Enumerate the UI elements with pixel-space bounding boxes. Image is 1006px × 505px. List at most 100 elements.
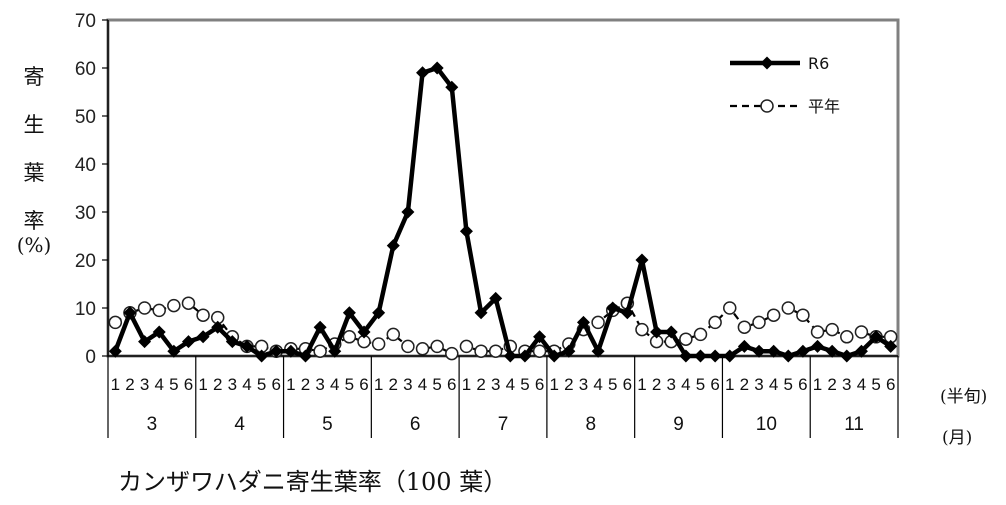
data-point-r6 bbox=[269, 344, 283, 358]
y-axis-label-char: 率 bbox=[24, 209, 45, 233]
x-tick-label-pentad: 2 bbox=[301, 375, 310, 394]
x-tick-label-pentad: 5 bbox=[520, 375, 529, 394]
x-axis-unit-halfmonth: (半旬) bbox=[940, 387, 987, 407]
x-tick-label-pentad: 4 bbox=[593, 375, 602, 394]
data-point-r6 bbox=[796, 344, 810, 358]
data-point-r6 bbox=[503, 349, 517, 363]
data-point-r6 bbox=[562, 344, 576, 358]
x-tick-label-pentad: 5 bbox=[608, 375, 617, 394]
data-point-normal-year bbox=[854, 325, 869, 339]
series-layer bbox=[108, 61, 898, 363]
data-point-r6 bbox=[211, 320, 225, 334]
y-tick-label: 60 bbox=[75, 59, 96, 80]
x-tick-label-pentad: 5 bbox=[784, 375, 793, 394]
data-point-r6 bbox=[884, 339, 898, 353]
data-point-r6 bbox=[708, 349, 722, 363]
y-tick-label: 30 bbox=[75, 203, 96, 224]
data-point-r6 bbox=[489, 291, 503, 305]
data-point-r6 bbox=[679, 349, 693, 363]
data-point-r6 bbox=[225, 335, 239, 349]
data-point-r6 bbox=[108, 344, 122, 358]
data-point-r6 bbox=[576, 315, 590, 329]
data-point-r6 bbox=[620, 306, 634, 320]
data-point-normal-year bbox=[313, 344, 327, 358]
data-point-normal-year bbox=[591, 315, 605, 330]
data-point-normal-year bbox=[708, 315, 722, 330]
x-tick-label-pentad: 1 bbox=[198, 375, 207, 394]
x-tick-label-pentad: 3 bbox=[491, 375, 500, 394]
x-tick-label-pentad: 5 bbox=[696, 375, 705, 394]
x-tick-label-pentad: 3 bbox=[579, 375, 588, 394]
data-point-r6 bbox=[781, 349, 795, 363]
x-tick-label-month: 9 bbox=[673, 414, 684, 435]
x-tick-label-pentad: 5 bbox=[432, 375, 441, 394]
data-point-r6 bbox=[635, 253, 649, 267]
x-tick-label-pentad: 5 bbox=[169, 375, 178, 394]
data-point-normal-year bbox=[840, 330, 854, 344]
data-point-normal-year bbox=[532, 344, 547, 358]
data-point-normal-year bbox=[401, 339, 415, 354]
data-point-r6 bbox=[591, 344, 605, 358]
y-tick-label: 0 bbox=[85, 347, 96, 368]
chart-caption: カンザワハダニ寄生葉率（100 葉） bbox=[118, 468, 508, 496]
x-tick-label-pentad: 1 bbox=[725, 375, 734, 394]
y-axis-label: 寄生葉率(%) bbox=[17, 65, 52, 257]
x-tick-label-month: 8 bbox=[585, 414, 596, 435]
data-point-r6 bbox=[547, 349, 561, 363]
x-tick-label-month: 3 bbox=[147, 414, 158, 435]
data-point-normal-year bbox=[108, 315, 123, 330]
data-point-normal-year bbox=[693, 327, 708, 342]
data-point-normal-year bbox=[679, 332, 693, 346]
data-point-normal-year bbox=[766, 308, 781, 322]
legend-marker-circle bbox=[760, 99, 774, 113]
x-tick-label-pentad: 4 bbox=[242, 375, 251, 394]
data-point-r6 bbox=[123, 306, 137, 320]
y-tick-label: 20 bbox=[75, 251, 96, 272]
x-tick-label-pentad: 6 bbox=[184, 375, 193, 394]
data-point-r6 bbox=[342, 306, 356, 320]
x-tick-label-pentad: 1 bbox=[111, 375, 120, 394]
plot-area-frame bbox=[106, 18, 900, 358]
x-tick-label-pentad: 5 bbox=[257, 375, 266, 394]
data-point-normal-year bbox=[196, 308, 210, 322]
x-tick-label-pentad: 4 bbox=[506, 375, 515, 394]
data-point-r6 bbox=[313, 320, 327, 334]
x-tick-label-pentad: 1 bbox=[374, 375, 383, 394]
data-point-r6 bbox=[240, 339, 254, 353]
data-point-normal-year bbox=[796, 308, 810, 322]
x-tick-label-pentad: 2 bbox=[476, 375, 485, 394]
data-point-r6 bbox=[854, 344, 868, 358]
data-point-r6 bbox=[284, 344, 298, 358]
data-point-r6 bbox=[401, 205, 415, 219]
data-point-r6 bbox=[840, 349, 854, 363]
data-point-normal-year bbox=[488, 344, 503, 358]
data-point-r6 bbox=[737, 339, 751, 353]
data-point-normal-year bbox=[415, 342, 430, 356]
data-point-normal-year bbox=[167, 298, 181, 313]
x-tick-label-month: 5 bbox=[322, 414, 333, 435]
y-tick-label: 40 bbox=[75, 155, 96, 176]
y-axis-label-char: 生 bbox=[24, 113, 45, 137]
data-point-normal-year bbox=[635, 322, 649, 337]
y-axis-label-char: 寄 bbox=[24, 65, 45, 89]
data-point-r6 bbox=[606, 301, 620, 315]
data-point-r6 bbox=[533, 330, 547, 344]
x-tick-label-pentad: 2 bbox=[125, 375, 134, 394]
y-axis-label-char: 葉 bbox=[24, 161, 45, 185]
x-tick-label-pentad: 5 bbox=[345, 375, 354, 394]
x-tick-label-pentad: 2 bbox=[564, 375, 573, 394]
data-point-r6 bbox=[299, 349, 312, 363]
data-point-normal-year bbox=[430, 339, 444, 354]
data-point-r6 bbox=[167, 344, 181, 358]
data-point-r6 bbox=[181, 335, 195, 349]
y-tick-label: 70 bbox=[75, 11, 96, 32]
x-tick-label-month: 4 bbox=[234, 414, 245, 435]
data-point-r6 bbox=[650, 325, 664, 339]
x-tick-label-pentad: 3 bbox=[667, 375, 676, 394]
x-tick-label-pentad: 6 bbox=[886, 375, 895, 394]
x-tick-label-month: 7 bbox=[498, 414, 509, 435]
data-point-r6 bbox=[518, 349, 532, 363]
data-point-r6 bbox=[430, 61, 444, 75]
